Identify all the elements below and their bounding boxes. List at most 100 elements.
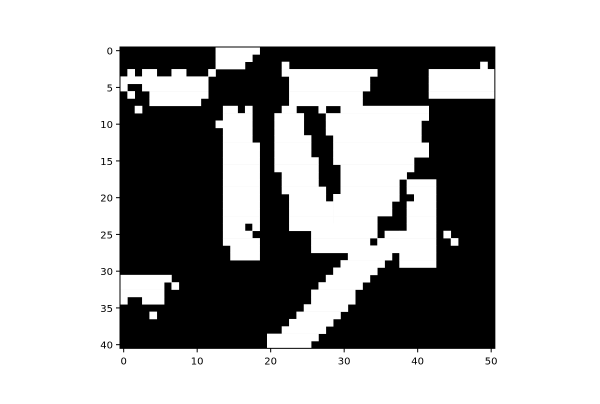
heatmap-cell-run bbox=[318, 105, 327, 114]
heatmap-cell-run bbox=[450, 238, 459, 246]
heatmap-cell-run bbox=[274, 164, 319, 173]
heatmap-cell-run bbox=[120, 83, 128, 92]
heatmap-cell-run bbox=[222, 164, 260, 173]
heatmap-cell-run bbox=[127, 69, 135, 77]
heatmap-cell-run bbox=[120, 76, 209, 85]
heatmap-cell-run bbox=[222, 179, 260, 187]
heatmap-cell-run bbox=[369, 245, 400, 254]
heatmap-cell-run bbox=[289, 318, 334, 327]
heatmap-cell-run bbox=[399, 245, 437, 254]
heatmap-cell-run bbox=[281, 171, 319, 180]
heatmap-cell-run bbox=[244, 113, 253, 121]
heatmap-cell-run bbox=[142, 296, 165, 305]
heatmap-cell-run bbox=[120, 274, 172, 283]
heatmap-cell-run bbox=[347, 252, 393, 261]
heatmap-cell-run bbox=[222, 127, 253, 136]
heatmap-cell-run bbox=[274, 142, 312, 151]
heatmap-cell-run bbox=[222, 216, 260, 224]
x-tick-label: 40 bbox=[411, 356, 424, 367]
heatmap-cell-run bbox=[414, 194, 437, 202]
heatmap-cell-run bbox=[296, 311, 341, 320]
x-tick-label: 20 bbox=[264, 356, 277, 367]
y-tick-label: 0 bbox=[107, 47, 113, 58]
heatmap-cell-run bbox=[289, 208, 334, 217]
heatmap-cell-run bbox=[428, 83, 496, 92]
heatmap-cell-run bbox=[222, 105, 238, 114]
heatmap-cell-run bbox=[171, 69, 187, 77]
heatmap-cell-run bbox=[333, 267, 378, 276]
y-tick-label: 10 bbox=[100, 120, 113, 131]
heatmap-cell-run bbox=[340, 171, 407, 180]
heatmap-cell-run bbox=[274, 120, 305, 129]
heatmap-cell-run bbox=[222, 208, 260, 217]
x-tick-label: 10 bbox=[191, 356, 204, 367]
heatmap-cell-run bbox=[281, 69, 378, 77]
heatmap-cell-run bbox=[289, 216, 334, 224]
heatmap-cell-run bbox=[311, 296, 356, 305]
heatmap-cell-run bbox=[230, 245, 260, 254]
heatmap-cell-run bbox=[222, 186, 260, 195]
heatmap-cell-run bbox=[281, 186, 327, 195]
heatmap-cell-run bbox=[406, 223, 437, 232]
heatmap-cell-run bbox=[289, 223, 378, 232]
heatmap-cell-run bbox=[406, 186, 437, 195]
heatmap-cell-run bbox=[244, 105, 253, 114]
x-tick-label: 30 bbox=[338, 356, 351, 367]
heatmap-cell-run bbox=[274, 149, 312, 158]
heatmap-cell-run bbox=[333, 194, 400, 202]
heatmap-cell-run bbox=[340, 164, 415, 173]
heatmap-cell-run bbox=[428, 69, 496, 77]
heatmap-cell-run bbox=[222, 142, 260, 151]
heatmap-cell-run bbox=[333, 216, 378, 224]
heatmap-cell-run bbox=[222, 223, 246, 232]
heatmap-cell-run bbox=[120, 282, 165, 290]
heatmap-cell-run bbox=[274, 135, 312, 143]
heatmap-cell-run bbox=[311, 238, 371, 246]
heatmap-cell-run bbox=[222, 157, 260, 165]
heatmap-cell-run bbox=[340, 260, 385, 268]
heatmap-cell-run bbox=[399, 238, 437, 246]
heatmap-cell-run bbox=[267, 333, 319, 342]
heatmap-cell-run bbox=[244, 120, 253, 129]
heatmap-cell-run bbox=[289, 83, 371, 92]
heatmap-cell-run bbox=[406, 216, 437, 224]
heatmap-cell-run bbox=[340, 179, 400, 187]
heatmap-cell-run bbox=[406, 208, 437, 217]
heatmap-cell-run bbox=[325, 120, 422, 129]
heatmap-cell-run bbox=[222, 113, 246, 121]
heatmap-cell-run bbox=[377, 238, 400, 246]
heatmap-cell-run bbox=[120, 296, 128, 305]
heatmap-cell-run bbox=[318, 282, 363, 290]
heatmap-cell-run bbox=[333, 149, 429, 158]
heatmap-cell-run bbox=[428, 76, 496, 85]
x-axis: 0 10 20 30 40 50 bbox=[120, 348, 498, 367]
heatmap-cell-run bbox=[222, 135, 253, 143]
heatmap-cell-run bbox=[127, 91, 135, 99]
heatmap-cell-run bbox=[142, 83, 209, 92]
heatmap-cell-run bbox=[215, 47, 260, 55]
heatmap-cell-run bbox=[222, 201, 260, 209]
heatmap-cell-run bbox=[333, 142, 429, 151]
heatmap-cell-run bbox=[340, 186, 400, 195]
heatmap-cell-run bbox=[281, 179, 319, 187]
y-tick-label: 20 bbox=[100, 194, 113, 205]
heatmap-cell-run bbox=[399, 252, 437, 261]
heatmap-cell-run bbox=[222, 194, 260, 202]
heatmap-cell-run bbox=[289, 201, 334, 209]
x-tick-label: 50 bbox=[485, 356, 498, 367]
heatmap-cell-run bbox=[274, 113, 305, 121]
heatmap-cell-run bbox=[171, 282, 180, 290]
heatmap-cell-run bbox=[149, 98, 202, 107]
heatmap-cell-run bbox=[134, 105, 143, 114]
heatmap-cell-run bbox=[333, 157, 415, 165]
heatmap-cell-run bbox=[274, 127, 305, 136]
heatmap-cell-run bbox=[289, 98, 363, 107]
heatmap-cell-run bbox=[252, 223, 260, 232]
heatmap-cell-run bbox=[215, 61, 246, 70]
heatmap-cell-run bbox=[333, 201, 393, 209]
heatmap-cell-run bbox=[142, 69, 158, 77]
heatmap-cell-run bbox=[325, 113, 429, 121]
y-tick-label: 35 bbox=[100, 304, 113, 315]
